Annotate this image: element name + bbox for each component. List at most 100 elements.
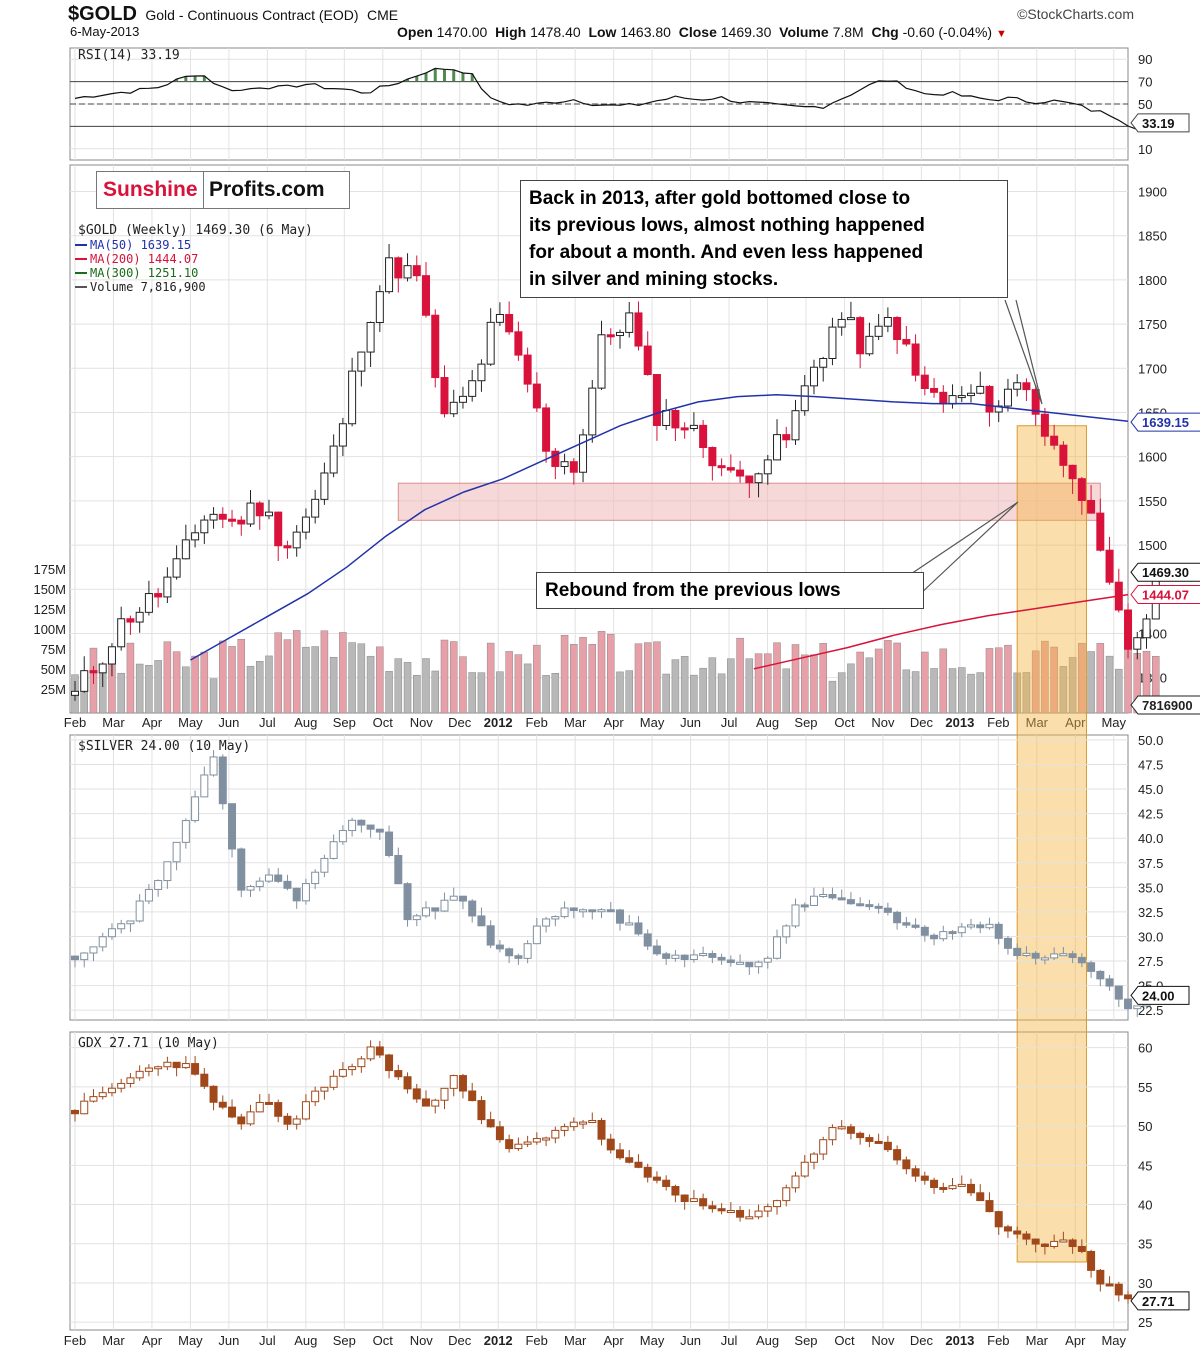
volume-bar-85	[856, 651, 864, 714]
gold-candle-62	[643, 345, 652, 376]
gold-candle-42	[458, 395, 467, 403]
gold-candle-55	[579, 434, 588, 473]
volume-bar-10	[163, 641, 172, 714]
silver-candle-37	[412, 915, 421, 921]
silver-candle-1	[80, 952, 89, 961]
source-brand[interactable]: ©StockCharts.com	[1017, 6, 1134, 22]
gdx-candle-47	[505, 1139, 514, 1150]
silver-candle-88	[883, 907, 892, 913]
gold-candle-24	[292, 531, 301, 549]
legend-label-0: MA(50) 1639.15	[90, 238, 191, 252]
legend-label-2: MA(300) 1251.10	[90, 266, 198, 280]
silver-candle-100	[994, 923, 1003, 939]
volume-bar-89	[893, 642, 901, 714]
gdx-candle-86	[865, 1137, 874, 1142]
silver-candle-18	[237, 848, 246, 891]
silver-candle-59	[615, 909, 624, 924]
x-tick-label-0-9: Nov	[410, 715, 434, 730]
gold-candle-79	[800, 385, 809, 412]
x-tick-label-0-24: Feb	[987, 715, 1009, 730]
volume-tick-6: 25M	[41, 682, 66, 697]
rsi-y-tick-4: 10	[1138, 142, 1152, 157]
instrument-name: Gold - Continuous Contract (EOD)	[145, 7, 359, 23]
gdx-candle-66	[680, 1194, 689, 1202]
gold-candle-77	[782, 434, 791, 441]
gold-candle-39	[431, 314, 440, 379]
silver-candle-90	[902, 922, 911, 926]
silver-candle-29	[338, 830, 347, 843]
gdx-candle-14	[200, 1073, 209, 1087]
volume-tag-box	[1130, 695, 1200, 715]
gdx-y-tick-1: 55	[1138, 1080, 1152, 1095]
x-tick-label-1-6: Aug	[294, 1333, 317, 1348]
gold-candle-15	[209, 513, 218, 521]
volume-bar-106	[1050, 646, 1058, 714]
x-tick-label-1-5: Jul	[259, 1333, 276, 1348]
volume-bar-99	[985, 648, 994, 714]
silver-title: $SILVER 24.00 (10 May)	[78, 739, 250, 754]
silver-candle-107	[1059, 953, 1068, 957]
volume-bar-64	[662, 673, 670, 714]
x-tick-label-0-7: Sep	[333, 715, 356, 730]
silver-price-tag: 24.00	[1142, 988, 1175, 1003]
gdx-candle-46	[495, 1126, 504, 1141]
gdx-candle-84	[846, 1126, 855, 1134]
x-tick-label-1-7: Sep	[333, 1333, 356, 1348]
silver-y-tick-1: 47.5	[1138, 757, 1163, 772]
top-annotation-line4: in silver and mining stocks.	[529, 269, 779, 290]
volume-bar-61	[634, 643, 643, 714]
silver-y-tick-8: 30.0	[1138, 929, 1163, 944]
low-label: Low	[588, 24, 617, 40]
gdx-candle-1	[80, 1100, 89, 1115]
x-tick-label-1-21: Nov	[871, 1333, 895, 1348]
volume-bar-108	[1068, 657, 1077, 714]
volume-bar-14	[200, 651, 209, 714]
gdx-candle-15	[209, 1085, 218, 1103]
gdx-candle-70	[717, 1208, 726, 1212]
volume-bar-91	[911, 671, 920, 714]
volume-label: Volume	[779, 24, 829, 40]
gold-candle-110	[1087, 499, 1096, 514]
watermark-divider	[203, 172, 204, 208]
gold-candle-12	[181, 539, 190, 560]
gold-candle-6	[126, 618, 135, 623]
silver-candle-94	[939, 931, 948, 940]
volume-bar-33	[376, 646, 384, 714]
volume-tick-2: 125M	[33, 602, 66, 617]
gdx-candle-74	[754, 1210, 763, 1218]
gold-candle-19	[246, 502, 255, 525]
silver-candle-80	[809, 895, 818, 906]
x-tick-label-0-10: Dec	[448, 715, 472, 730]
gold-candle-95	[948, 395, 957, 405]
gdx-candle-75	[763, 1206, 772, 1212]
volume-bar-17	[228, 646, 236, 714]
gdx-price-tag: 27.71	[1142, 1294, 1175, 1309]
gold-candle-47	[505, 313, 514, 333]
silver-candle-75	[763, 957, 772, 963]
silver-candle-5	[117, 923, 126, 930]
gdx-candle-45	[486, 1119, 495, 1128]
volume-tick-4: 75M	[41, 642, 66, 657]
volume-bar-68	[699, 667, 707, 714]
gold-candle-69	[708, 447, 717, 467]
ma200-tag: 1444.07	[1142, 587, 1189, 602]
gdx-candle-43	[468, 1090, 477, 1102]
gdx-candle-62	[643, 1166, 652, 1178]
volume-bar-54	[570, 644, 578, 714]
gold-candle-116	[1142, 618, 1151, 639]
x-tick-label-1-9: Nov	[410, 1333, 434, 1348]
volume-bar-73	[745, 658, 754, 714]
gdx-candle-36	[403, 1076, 412, 1090]
gold-candle-1	[80, 670, 89, 692]
gdx-candle-64	[662, 1179, 671, 1187]
gdx-candle-111	[1096, 1269, 1105, 1285]
brand-label: StockCharts.com	[1027, 6, 1134, 22]
gdx-candle-8	[144, 1067, 153, 1072]
gold-candle-21	[264, 511, 273, 517]
silver-candle-101	[1003, 937, 1012, 949]
volume-bar-81	[819, 643, 827, 714]
gdx-candle-9	[154, 1066, 163, 1070]
silver-price-tag-box	[1130, 985, 1190, 1005]
gdx-candle-97	[967, 1183, 976, 1194]
gdx-candle-56	[588, 1119, 597, 1123]
